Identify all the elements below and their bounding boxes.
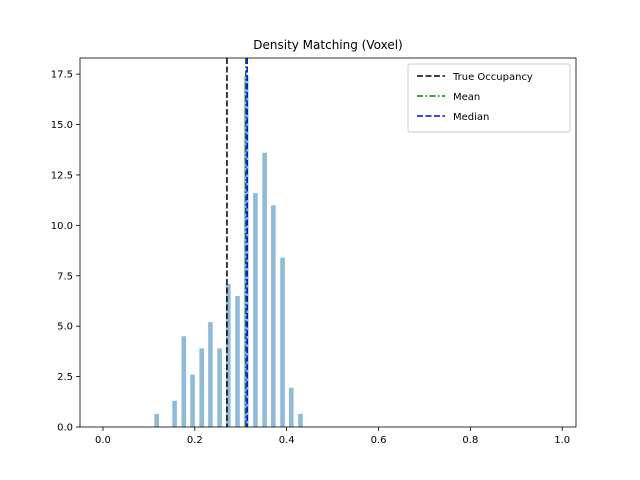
histogram-bar-12 [271,205,276,427]
x-tick-label-0: 0.0 [95,435,111,446]
y-axis-ticks: 0.0 2.5 5.0 7.5 10.0 12.5 15.0 17.5 [51,70,80,434]
histogram-bar-14 [288,387,294,427]
y-tick-label-1: 2.5 [57,372,73,383]
histogram-bar-8 [235,295,240,427]
legend-label-0: True Occupancy [452,72,533,83]
x-tick-label-5: 1.0 [554,435,570,446]
histogram-bar-3 [190,374,195,427]
legend-box [407,63,571,133]
y-tick-label-6: 15.0 [51,120,73,131]
reference-lines [226,58,248,427]
histogram-bar-9 [243,76,249,428]
histogram-bar-10 [253,193,258,427]
x-axis-ticks: 0.0 0.2 0.4 0.6 0.8 1.0 [95,427,570,446]
histogram-bar-4 [199,348,204,427]
y-tick-label-4: 10.0 [51,221,73,232]
y-tick-label-5: 12.5 [51,170,73,181]
y-tick-label-7: 17.5 [51,70,73,81]
histogram-bar-15 [298,413,303,427]
histogram-bar-11 [262,152,267,427]
plot-area-frame [79,57,577,428]
x-tick-label-3: 0.6 [371,435,387,446]
histogram-bar-7 [226,283,231,427]
histogram-bars [154,76,303,428]
histogram-bar-5 [208,322,213,427]
y-tick-label-2: 5.0 [57,322,73,333]
histogram-bar-0 [154,413,159,427]
chart-title: Density Matching (Voxel) [253,38,402,52]
x-tick-label-1: 0.2 [187,435,203,446]
legend-label-1: Mean [453,92,480,103]
legend: True Occupancy Mean Median [407,63,571,133]
histogram-bar-13 [280,257,285,427]
histogram-bar-2 [181,336,187,427]
histogram-bar-6 [217,348,222,427]
histogram-bar-1 [172,400,177,427]
y-tick-label-0: 0.0 [57,423,73,434]
legend-label-2: Median [453,112,489,123]
x-tick-label-2: 0.4 [279,435,295,446]
y-tick-label-3: 7.5 [57,271,73,282]
x-tick-label-4: 0.8 [462,435,478,446]
